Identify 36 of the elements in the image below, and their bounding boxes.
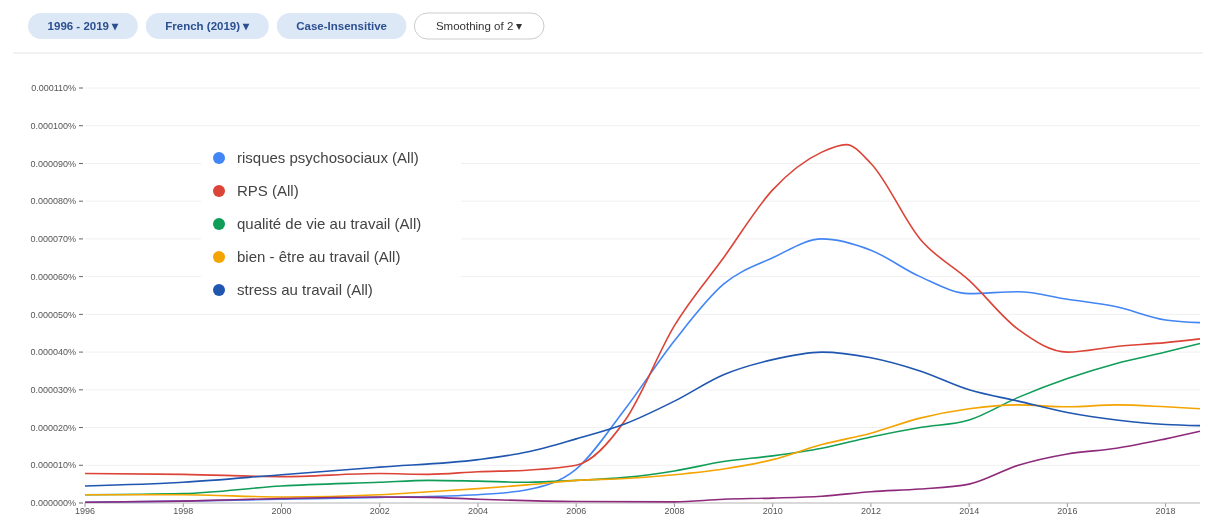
- y-tick-label: 0.000010%: [30, 460, 76, 471]
- line-series: [84, 430, 1201, 504]
- legend-label: risques psychosociaux (All): [237, 149, 419, 167]
- y-tick-label: 0.000110%: [31, 83, 76, 94]
- text: Smoothing of 2 ▾: [435, 20, 523, 32]
- x-tick-label: 1998: [173, 506, 194, 517]
- y-tick-label: 0.000060%: [30, 271, 76, 282]
- x-tick-label: 2006: [566, 506, 587, 517]
- y-tick-label: 0.000080%: [30, 196, 76, 207]
- legend-label: RPS (All): [237, 182, 299, 200]
- x-tick-label: 2014: [959, 506, 980, 517]
- text: 1996 - 2019 ▾: [47, 20, 120, 32]
- x-tick-label: 2016: [1057, 506, 1078, 517]
- y-tick-label: 0.000030%: [30, 384, 76, 395]
- legend-label: qualité de vie au travail (All): [237, 215, 422, 233]
- x-tick-label: 2000: [271, 506, 292, 517]
- text: French (2019) ▾: [165, 20, 251, 32]
- legend-label: stress au travail (All): [237, 281, 373, 299]
- line-series: [84, 404, 1201, 498]
- y-tick-label: 0.000020%: [30, 422, 76, 433]
- x-tick-label: 2004: [467, 506, 488, 517]
- text: Case-Insensitive: [296, 20, 387, 32]
- y-tick-label: 0.000040%: [30, 347, 76, 358]
- x-tick-label: 1996: [74, 506, 96, 517]
- x-tick-label: 2012: [860, 506, 881, 517]
- y-tick-label: 0.000000%: [30, 498, 76, 509]
- x-tick-label: 2018: [1155, 506, 1176, 517]
- y-tick-label: 0.000090%: [30, 158, 76, 169]
- legend-label: bien - être au travail (All): [237, 248, 401, 266]
- x-tick-label: 2010: [762, 506, 783, 517]
- y-tick-label: 0.000050%: [30, 309, 76, 320]
- line-series: [84, 143, 1201, 478]
- y-tick-label: 0.000100%: [30, 120, 76, 131]
- y-tick-label: 0.000070%: [30, 234, 76, 245]
- x-tick-label: 2002: [369, 506, 390, 517]
- x-tick-label: 2008: [664, 506, 685, 517]
